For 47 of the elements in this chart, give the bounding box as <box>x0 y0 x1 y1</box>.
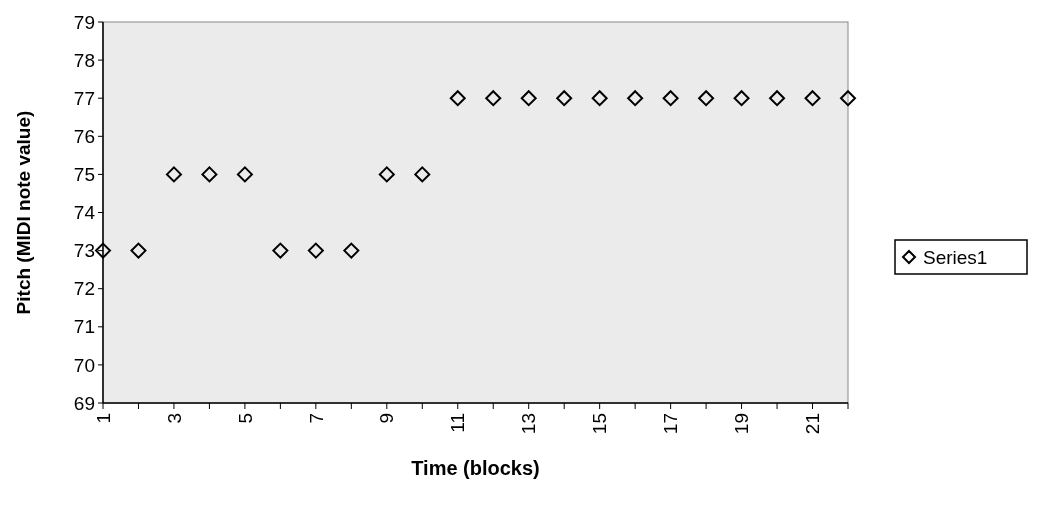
x-axis-title: Time (blocks) <box>411 457 540 479</box>
point <box>769 90 786 107</box>
legend-label: Series1 <box>923 246 988 268</box>
point <box>520 90 537 107</box>
point <box>236 166 253 183</box>
point <box>591 90 608 107</box>
point <box>414 166 431 183</box>
point <box>485 90 502 107</box>
y-tick-label: 78 <box>73 49 95 71</box>
point <box>201 166 218 183</box>
y-tick-label: 69 <box>73 392 95 414</box>
y-axis-title: Pitch (MIDI note value) <box>13 110 34 315</box>
x-tick-label: 17 <box>660 413 682 435</box>
point <box>449 90 466 107</box>
y-tick-label: 71 <box>73 316 95 338</box>
x-tick-label: 21 <box>802 413 824 435</box>
point <box>698 90 715 107</box>
point <box>804 90 821 107</box>
y-tick-label: 72 <box>73 278 95 300</box>
y-tick-label: 76 <box>73 125 95 147</box>
point <box>343 242 360 259</box>
point <box>556 90 573 107</box>
point <box>733 90 750 107</box>
x-tick-label: 7 <box>305 413 327 424</box>
x-tick-label: 5 <box>234 413 256 424</box>
point <box>627 90 644 107</box>
point <box>378 166 395 183</box>
point <box>95 242 111 259</box>
point <box>307 242 324 259</box>
x-tick-label: 11 <box>447 413 469 433</box>
x-tick-label: 9 <box>376 413 398 424</box>
point <box>662 90 679 107</box>
y-tick-label: 75 <box>73 164 95 186</box>
y-tick-label: 73 <box>73 240 95 262</box>
x-tick-label: 19 <box>731 413 753 435</box>
y-tick-label: 77 <box>73 87 95 109</box>
y-tick-label: 70 <box>73 354 95 376</box>
x-tick-label: 1 <box>92 413 114 424</box>
x-tick-label: 15 <box>589 413 611 435</box>
point <box>840 90 856 107</box>
point <box>165 166 182 183</box>
point <box>130 242 147 259</box>
y-tick-label: 74 <box>73 202 96 224</box>
x-tick-label: 3 <box>163 413 185 424</box>
y-tick-label: 79 <box>73 11 95 33</box>
x-tick-label: 13 <box>518 413 540 435</box>
point <box>272 242 289 259</box>
